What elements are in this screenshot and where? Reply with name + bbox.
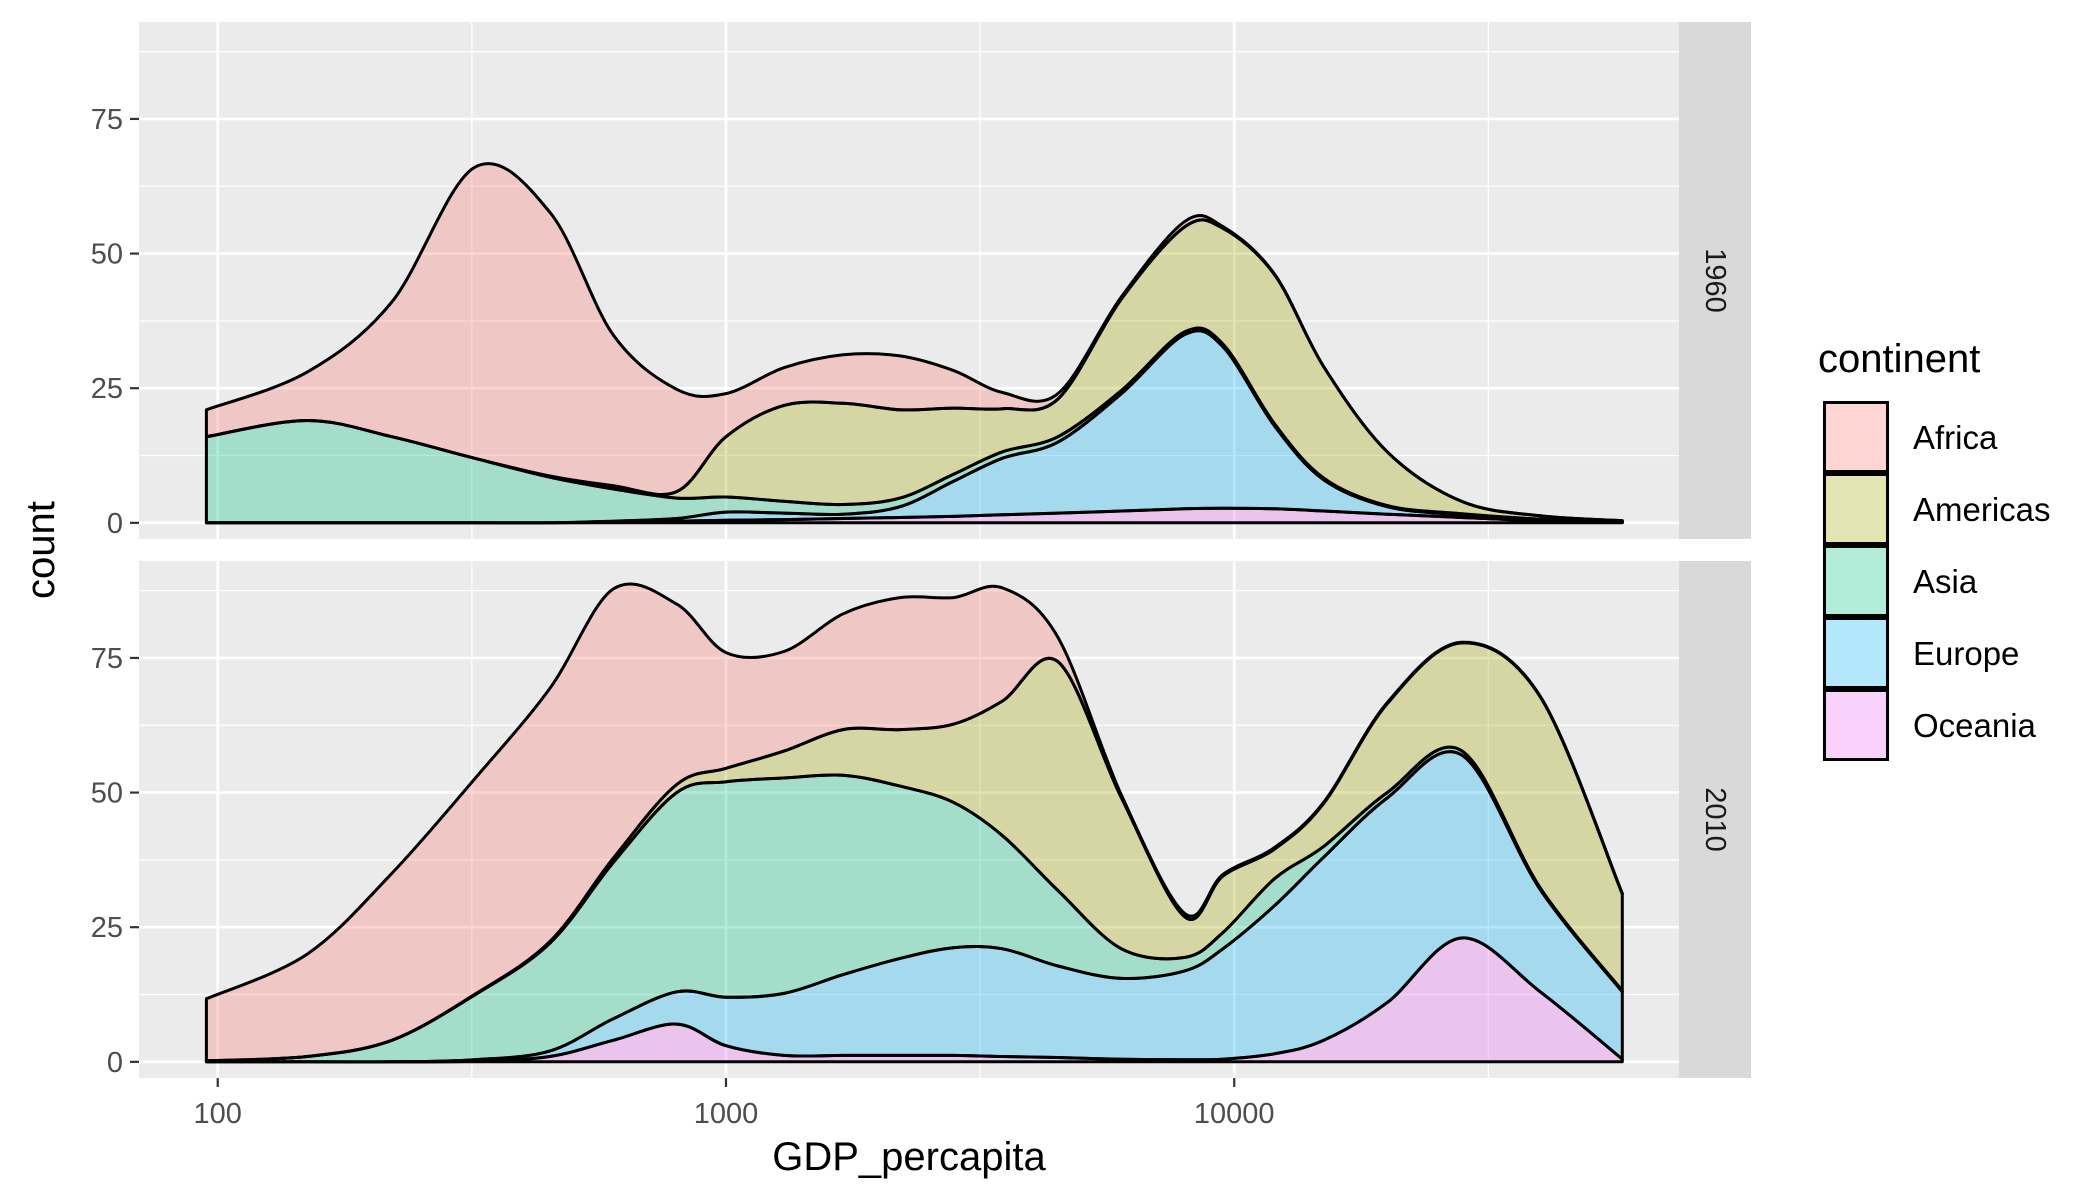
x-axis-title: GDP_percapita xyxy=(772,1135,1046,1179)
y-tick-label: 50 xyxy=(91,239,123,271)
y-tick-label: 75 xyxy=(91,104,123,136)
density-area-africa-2010 xyxy=(204,582,1624,1063)
y-tick-label: 0 xyxy=(107,1047,123,1079)
legend-label-oceania: Oceania xyxy=(1913,707,2037,744)
y-tick-label: 0 xyxy=(107,508,123,540)
facet-strip-label: 2010 xyxy=(1699,787,1731,852)
legend-key-oceania xyxy=(1823,689,1889,761)
density-area-africa-1960 xyxy=(204,162,1624,523)
facet-strip-label: 1960 xyxy=(1699,248,1731,313)
panel-background xyxy=(139,22,1679,539)
legend-label-asia: Asia xyxy=(1913,563,1978,600)
legend-key-europe xyxy=(1823,617,1889,689)
panel-background xyxy=(139,561,1679,1078)
legend: continent Africa Americas Asia Europe Oceani… xyxy=(1818,337,2051,761)
legend-key-background xyxy=(1823,617,1889,689)
x-axis: 100 1000 10000 xyxy=(194,1078,1275,1130)
facet-panels: 0 25 50 75 1960 0 25 50 75 2010 xyxy=(91,22,1751,1079)
y-tick-label: 25 xyxy=(91,373,123,405)
legend-key-background xyxy=(1823,545,1889,617)
legend-key-africa xyxy=(1823,401,1889,473)
legend-title: continent xyxy=(1818,337,1980,381)
facet-panel-1960: 0 25 50 75 1960 xyxy=(91,22,1751,540)
y-axis-title: count xyxy=(19,501,63,599)
y-tick-label: 75 xyxy=(91,643,123,675)
legend-key-background xyxy=(1823,689,1889,761)
facet-strip xyxy=(1679,22,1751,539)
y-tick-label: 50 xyxy=(91,778,123,810)
x-tick-label: 100 xyxy=(194,1098,242,1130)
x-tick-label: 10000 xyxy=(1194,1098,1275,1130)
legend-key-americas xyxy=(1823,473,1889,545)
y-tick-label: 25 xyxy=(91,912,123,944)
legend-label-africa: Africa xyxy=(1913,419,1998,456)
legend-label-americas: Americas xyxy=(1913,491,2051,528)
x-tick-label: 1000 xyxy=(694,1098,759,1130)
legend-key-background xyxy=(1823,473,1889,545)
legend-label-europe: Europe xyxy=(1913,635,2019,672)
legend-key-asia xyxy=(1823,545,1889,617)
facet-strip xyxy=(1679,561,1751,1078)
facet-panel-2010: 0 25 50 75 2010 xyxy=(91,561,1751,1079)
legend-key-background xyxy=(1823,401,1889,473)
